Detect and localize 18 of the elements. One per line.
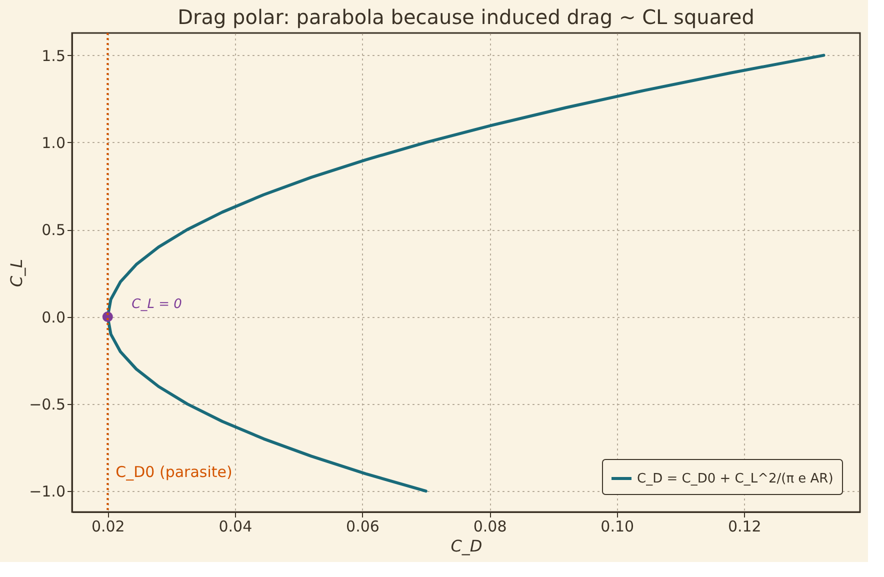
- chart-title: Drag polar: parabola because induced drag ~ CL squared: [178, 5, 754, 29]
- y-tick-label: −1.0: [29, 482, 66, 501]
- y-tick-label: 1.5: [42, 46, 66, 65]
- annotation: C_L = 0: [132, 296, 182, 312]
- x-axis-title: C_D: [450, 536, 482, 556]
- x-tick-label: 0.12: [728, 518, 762, 536]
- x-tick-label: 0.06: [346, 518, 380, 536]
- y-tick-label: 0.5: [42, 221, 66, 240]
- x-tick-label: 0.04: [218, 518, 252, 536]
- y-axis-title: C_L: [7, 258, 26, 288]
- y-tick-label: 0.0: [42, 308, 66, 326]
- x-tick-label: 0.02: [91, 518, 125, 536]
- y-tick-label: 1.0: [42, 134, 66, 152]
- legend-label: C_D = C_D0 + C_L^2/(π e AR): [637, 472, 834, 486]
- x-tick-label: 0.10: [600, 518, 634, 536]
- y-tick-label: −0.5: [29, 395, 66, 414]
- ref-line-label: C_D0 (parasite): [116, 463, 232, 481]
- x-tick-label: 0.08: [473, 518, 507, 536]
